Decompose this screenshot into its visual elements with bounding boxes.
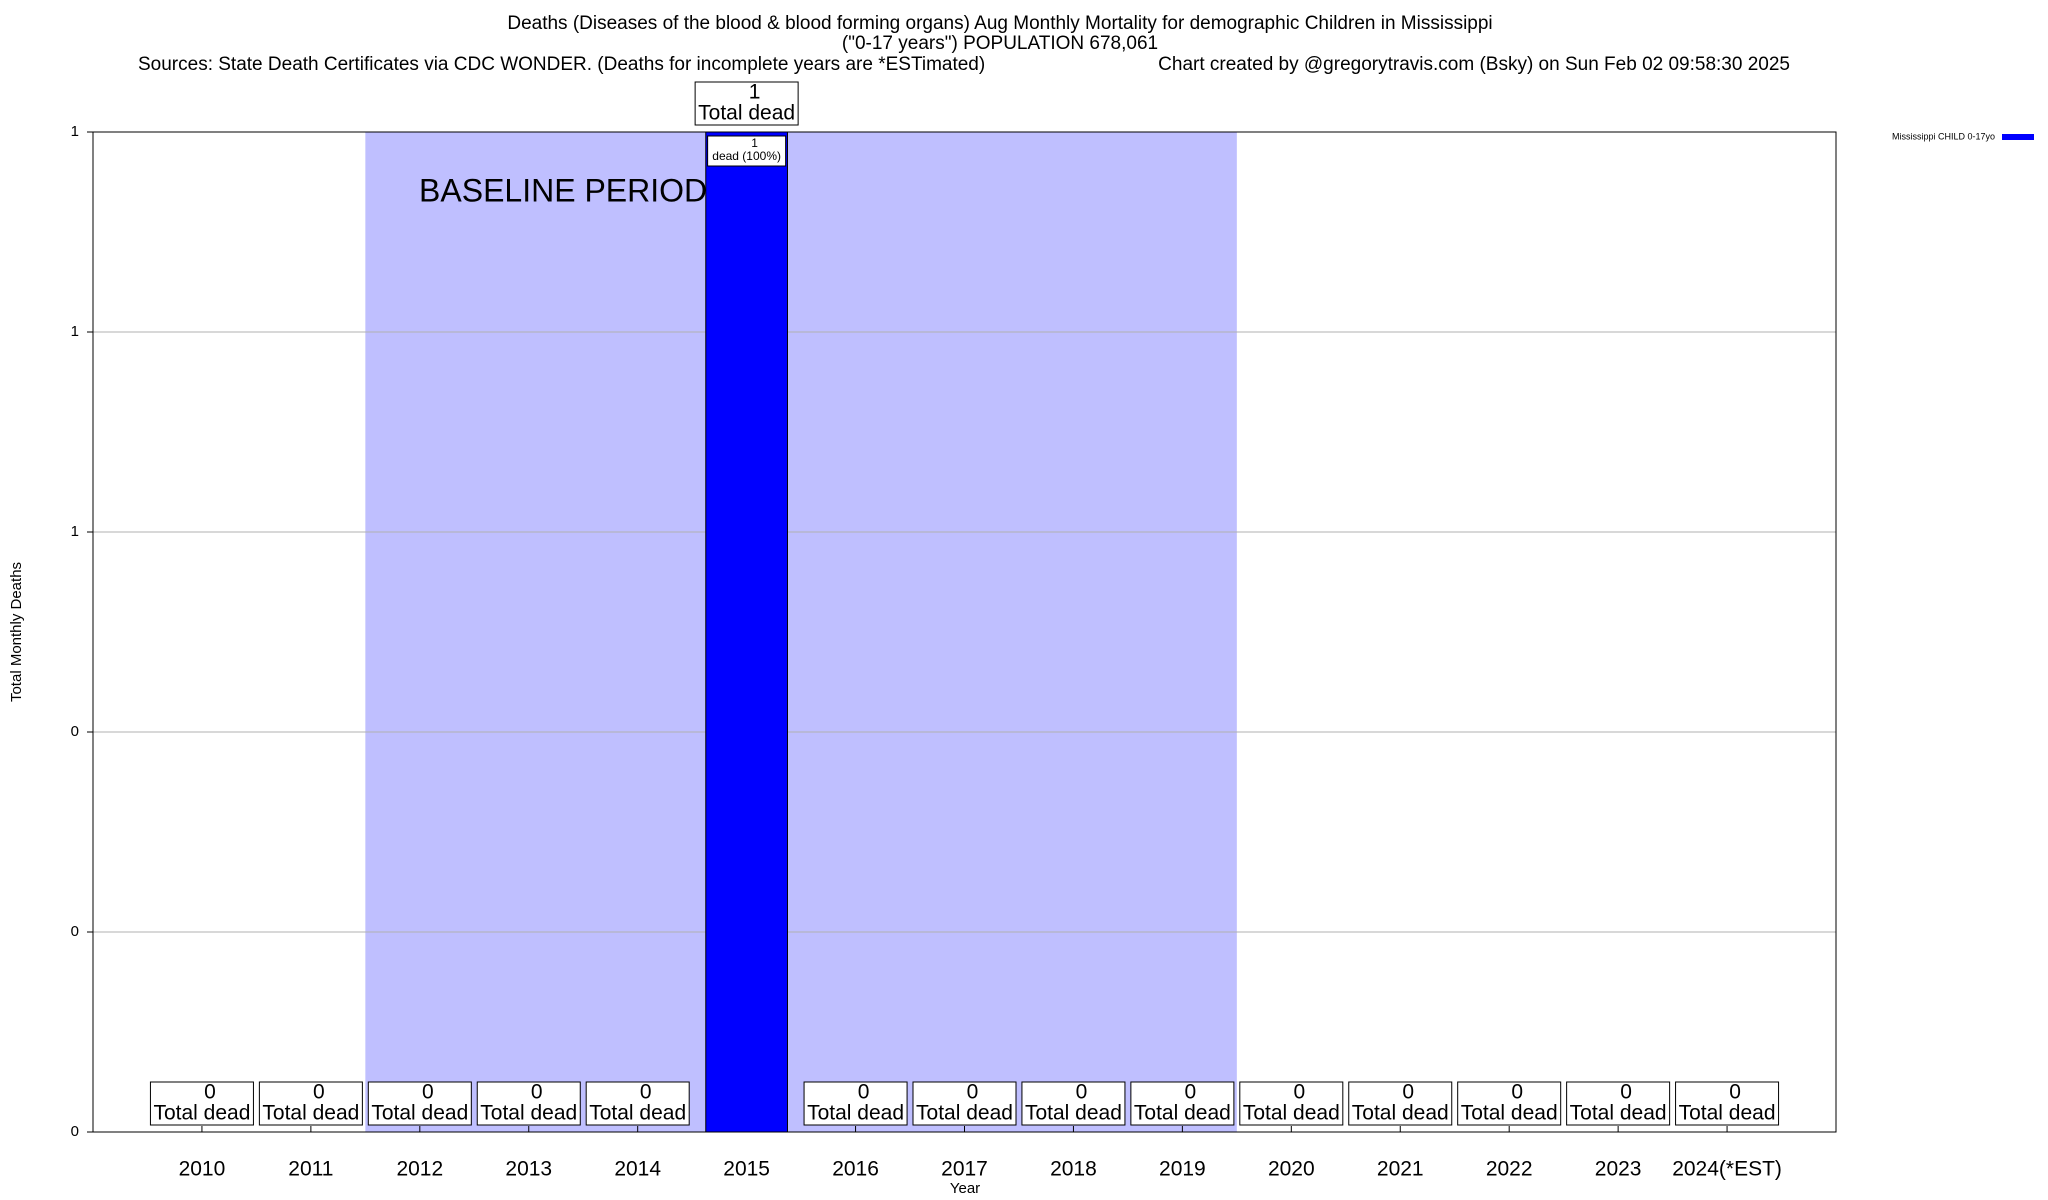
x-tick-label: 2014 (614, 1158, 661, 1181)
y-tick-label: 0 (71, 923, 79, 940)
x-tick-label: 2018 (1050, 1158, 1097, 1181)
baseline-band (365, 132, 1237, 1132)
value-label: 0 (531, 1081, 543, 1104)
value-label: 0 (313, 1081, 325, 1104)
value-label-box (585, 1081, 690, 1126)
value-label: 0 (1185, 1081, 1197, 1104)
y-tick-label: 1 (71, 323, 79, 340)
value-label-caption: Total dead (698, 102, 795, 125)
value-label-box (803, 1081, 908, 1126)
y-tick-label: 1 (71, 123, 79, 140)
value-label-box (1566, 1081, 1671, 1126)
bar-inner-label: 1 (751, 136, 758, 150)
value-label: 0 (640, 1081, 652, 1104)
plot-frame (92, 131, 1837, 1133)
bar (705, 131, 788, 1133)
x-tick-label: 2020 (1268, 1158, 1315, 1181)
value-label-caption: Total dead (1570, 1102, 1667, 1125)
value-label: 0 (204, 1081, 216, 1104)
value-label: 0 (422, 1081, 434, 1104)
value-label-caption: Total dead (1025, 1102, 1122, 1125)
value-label-caption: Total dead (1134, 1102, 1231, 1125)
value-label-box (149, 1081, 254, 1126)
value-label-caption: Total dead (916, 1102, 1013, 1125)
value-label-box (1348, 1081, 1453, 1126)
x-tick-label: 2017 (941, 1158, 988, 1181)
value-label-box (912, 1081, 1017, 1126)
value-label-caption: Total dead (480, 1102, 577, 1125)
x-tick-label: 2013 (505, 1158, 552, 1181)
value-label-box (367, 1081, 472, 1126)
value-label: 1 (749, 81, 761, 104)
x-tick-label: 2016 (832, 1158, 879, 1181)
chart-subtitle: ("0-17 years") POPULATION 678,061 (842, 33, 1158, 54)
y-tick-label: 0 (71, 1123, 79, 1140)
source-note: Sources: State Death Certificates via CD… (138, 54, 985, 75)
x-tick-label: 2011 (288, 1158, 333, 1181)
value-label: 0 (967, 1081, 979, 1104)
legend-swatch (2002, 134, 2034, 140)
value-label: 0 (1511, 1081, 1523, 1104)
value-label-caption: Total dead (153, 1102, 250, 1125)
x-tick-label: 2021 (1377, 1158, 1424, 1181)
x-tick-label: 2022 (1486, 1158, 1533, 1181)
x-tick-label: 2015 (723, 1158, 770, 1181)
y-tick-label: 1 (71, 523, 79, 540)
value-label-box (1130, 1081, 1235, 1126)
x-tick-label: 2023 (1595, 1158, 1642, 1181)
value-label-caption: Total dead (1352, 1102, 1449, 1125)
value-label: 0 (1076, 1081, 1088, 1104)
chart-title: Deaths (Diseases of the blood & blood fo… (507, 13, 1492, 34)
y-axis-title: Total Monthly Deaths (8, 562, 25, 702)
value-label-box (258, 1081, 363, 1126)
value-label-caption: Total dead (589, 1102, 686, 1125)
value-label-caption: Total dead (807, 1102, 904, 1125)
x-axis-title: Year (950, 1180, 980, 1197)
value-label-box (694, 81, 799, 126)
value-label-caption: Total dead (1679, 1102, 1776, 1125)
x-tick-label: 2012 (396, 1158, 443, 1181)
x-tick-label: 2024(*EST) (1672, 1158, 1782, 1181)
y-tick-label: 0 (71, 723, 79, 740)
value-label-caption: Total dead (371, 1102, 468, 1125)
value-label-caption: Total dead (262, 1102, 359, 1125)
value-label-box (1675, 1081, 1780, 1126)
value-label-box (1239, 1081, 1344, 1126)
bar-inner-box (707, 135, 787, 167)
value-label-box (476, 1081, 581, 1126)
value-label: 0 (1293, 1081, 1305, 1104)
baseline-label: BASELINE PERIOD (419, 172, 707, 208)
value-label-box (1457, 1081, 1562, 1126)
value-label: 0 (1402, 1081, 1414, 1104)
x-tick-label: 2010 (179, 1158, 226, 1181)
credit-note: Chart created by @gregorytravis.com (Bsk… (1158, 54, 1790, 75)
value-label: 0 (1620, 1081, 1632, 1104)
value-label-caption: Total dead (1461, 1102, 1558, 1125)
value-label: 0 (1729, 1081, 1741, 1104)
value-label-caption: Total dead (1243, 1102, 1340, 1125)
legend-label: Mississippi CHILD 0-17yo (1892, 131, 1995, 141)
x-tick-label: 2019 (1159, 1158, 1206, 1181)
value-label-box (1021, 1081, 1126, 1126)
bar-inner-caption: dead (100%) (712, 149, 781, 163)
value-label: 0 (858, 1081, 870, 1104)
